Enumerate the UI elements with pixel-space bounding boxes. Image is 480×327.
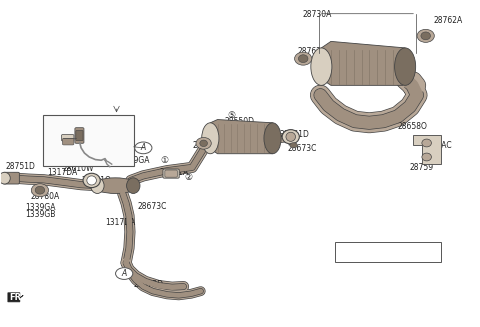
Text: 1125KJ: 1125KJ (44, 157, 70, 166)
Text: 28672O: 28672O (93, 117, 122, 126)
Circle shape (135, 142, 152, 154)
Ellipse shape (417, 29, 434, 43)
Text: 28759: 28759 (410, 163, 434, 172)
FancyBboxPatch shape (76, 130, 83, 141)
Text: A: A (121, 269, 127, 278)
Text: 28641A: 28641A (159, 168, 189, 177)
Text: 1339GA: 1339GA (25, 203, 56, 212)
Text: FR: FR (9, 293, 21, 302)
Ellipse shape (421, 32, 431, 40)
FancyBboxPatch shape (3, 172, 19, 184)
Text: 28673C: 28673C (137, 202, 167, 211)
Text: 1317DA: 1317DA (48, 168, 78, 177)
Ellipse shape (83, 173, 100, 188)
Text: ④: ④ (130, 272, 138, 281)
Ellipse shape (286, 132, 296, 141)
Text: 28668O: 28668O (89, 138, 119, 147)
FancyBboxPatch shape (335, 242, 441, 262)
Ellipse shape (395, 48, 416, 85)
Text: NOTE: NOTE (338, 245, 358, 251)
Text: 28550D: 28550D (225, 117, 255, 126)
Ellipse shape (422, 139, 432, 147)
Text: 25491B: 25491B (45, 137, 74, 146)
FancyBboxPatch shape (163, 169, 179, 178)
Ellipse shape (202, 123, 219, 154)
Text: ③: ③ (130, 181, 138, 190)
FancyBboxPatch shape (62, 138, 74, 145)
Polygon shape (413, 135, 441, 164)
Text: 28673C: 28673C (288, 144, 317, 153)
Text: 1327AC: 1327AC (422, 141, 452, 150)
Text: 28781A: 28781A (192, 141, 221, 150)
Ellipse shape (91, 178, 104, 194)
Ellipse shape (290, 143, 298, 148)
FancyBboxPatch shape (61, 134, 74, 141)
Ellipse shape (0, 172, 10, 184)
Text: 28673D: 28673D (134, 280, 164, 289)
Text: 254L5A: 254L5A (44, 147, 72, 157)
Text: A: A (141, 143, 146, 152)
Ellipse shape (422, 153, 432, 161)
Text: 28762A: 28762A (434, 16, 463, 25)
Circle shape (116, 268, 133, 279)
Ellipse shape (196, 137, 211, 149)
Text: 28730A: 28730A (302, 10, 332, 19)
Text: 39220: 39220 (76, 133, 100, 142)
Ellipse shape (200, 140, 207, 146)
Text: 254L5S: 254L5S (45, 126, 73, 135)
Text: 28751O: 28751O (81, 176, 111, 185)
Text: 1339GA: 1339GA (120, 156, 150, 165)
Text: ⑤: ⑤ (228, 111, 236, 120)
FancyBboxPatch shape (43, 115, 134, 166)
Ellipse shape (93, 178, 138, 194)
Ellipse shape (264, 123, 281, 154)
Ellipse shape (87, 176, 96, 185)
Text: 1317DA: 1317DA (105, 218, 135, 227)
Text: THE NO. 28600H : ①~③: THE NO. 28600H : ①~③ (338, 250, 422, 255)
Text: ②: ② (184, 173, 192, 182)
Ellipse shape (282, 129, 300, 144)
Ellipse shape (127, 178, 140, 194)
Ellipse shape (31, 184, 48, 197)
Polygon shape (210, 120, 273, 154)
Text: ①: ① (160, 156, 168, 165)
Ellipse shape (311, 48, 332, 85)
Text: 25463P: 25463P (54, 142, 83, 151)
FancyBboxPatch shape (165, 170, 177, 177)
Ellipse shape (35, 186, 45, 194)
Text: 28780A: 28780A (30, 192, 60, 200)
Text: 1339GB: 1339GB (25, 210, 56, 219)
Polygon shape (322, 42, 405, 85)
Polygon shape (8, 293, 23, 302)
Text: 28762: 28762 (298, 47, 322, 56)
Ellipse shape (299, 55, 308, 62)
FancyBboxPatch shape (75, 128, 84, 143)
Ellipse shape (295, 52, 312, 65)
Text: 28751D: 28751D (279, 130, 309, 139)
Text: 28610W: 28610W (63, 164, 95, 173)
Text: 28658O: 28658O (398, 122, 428, 130)
Text: 28751D: 28751D (5, 162, 36, 171)
